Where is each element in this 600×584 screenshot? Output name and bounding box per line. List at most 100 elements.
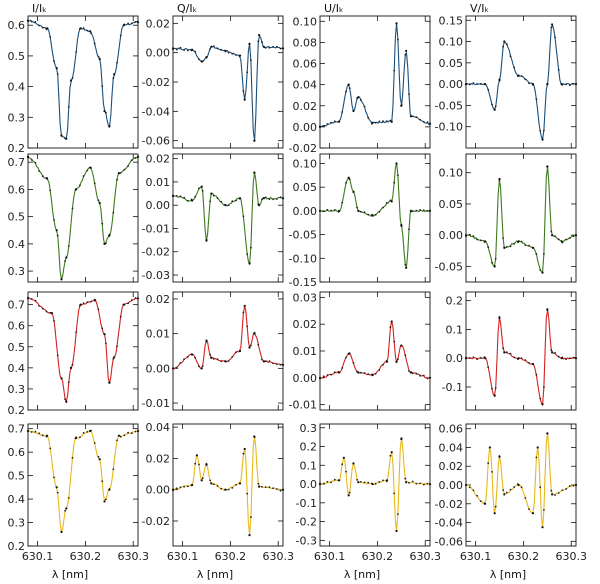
obs-point (34, 430, 37, 433)
data-point (551, 493, 554, 496)
data-point (171, 47, 175, 50)
y-tick-label: 0.10 (293, 15, 318, 28)
obs-point (333, 209, 336, 211)
obs-point (491, 261, 493, 264)
obs-point (209, 479, 212, 482)
obs-point (64, 260, 66, 262)
data-point (357, 96, 360, 99)
obs-point (326, 481, 329, 483)
y-tick-label: 0.01 (146, 328, 171, 341)
obs-point (216, 197, 219, 200)
obs-point (411, 115, 414, 118)
obs-point (363, 211, 366, 214)
obs-point (513, 243, 516, 245)
data-point (409, 371, 412, 374)
data-point (281, 363, 285, 366)
obs-point (472, 82, 475, 84)
obs-point (186, 485, 189, 488)
obs-point (279, 363, 282, 366)
obs-point (524, 78, 527, 81)
y-tick-label: 0.4 (8, 493, 26, 506)
data-point (338, 371, 341, 374)
obs-point (134, 297, 137, 299)
obs-point (127, 431, 129, 434)
obs-point (93, 42, 96, 45)
obs-point (393, 340, 396, 343)
obs-point (183, 49, 186, 51)
series-line (465, 433, 577, 528)
obs-point (179, 46, 182, 49)
panel-frame (319, 15, 431, 149)
data-point (371, 483, 374, 486)
obs-point (123, 434, 126, 437)
series-line (320, 23, 431, 128)
obs-point (71, 364, 74, 366)
data-point (136, 155, 140, 158)
data-point (258, 204, 261, 207)
obs-point (186, 49, 189, 52)
obs-point (250, 344, 252, 347)
obs-point (209, 353, 212, 356)
obs-point (322, 482, 325, 485)
series-line (27, 19, 138, 140)
obs-point (426, 482, 429, 485)
obs-point (539, 397, 542, 400)
obs-point (550, 26, 553, 29)
y-tick-label: -0.10 (435, 121, 463, 134)
obs-point (528, 82, 530, 85)
y-tick-label: 0.05 (293, 181, 318, 194)
data-point (464, 357, 468, 360)
y-tick-label: 0.5 (8, 470, 26, 483)
obs-point (105, 342, 107, 345)
obs-point (322, 125, 325, 127)
y-tick-label: 0.05 (439, 198, 464, 211)
obs-point (330, 481, 332, 484)
y-tick-label: 0.3 (300, 422, 318, 435)
series-line (319, 320, 431, 379)
col-title-i: I/Iₖ (32, 2, 47, 15)
obs-point (487, 88, 490, 91)
data-point (405, 49, 408, 52)
obs-point (374, 121, 377, 124)
y-tick-label: 0.3 (8, 265, 26, 278)
obs-point (345, 356, 347, 359)
y-tick-label: 0.00 (439, 78, 464, 91)
data-point (503, 40, 506, 43)
obs-point (487, 366, 490, 369)
obs-point (341, 367, 344, 369)
obs-point (198, 463, 200, 466)
obs-point (220, 360, 223, 363)
obs-point (127, 22, 129, 25)
panel-frame (172, 15, 284, 149)
data-point (210, 482, 213, 485)
obs-point (261, 198, 263, 201)
y-tick-label: -0.3 (296, 534, 317, 547)
data-point (26, 297, 30, 300)
obs-point (183, 485, 186, 488)
obs-point (426, 121, 429, 124)
obs-point (56, 491, 59, 494)
obs-point (330, 121, 332, 124)
data-point (258, 34, 261, 37)
data-point (531, 83, 535, 86)
y-tick-label: 0.02 (146, 17, 171, 30)
y-tick-label: -0.10 (289, 252, 317, 265)
obs-point (235, 54, 237, 56)
obs-point (93, 442, 96, 444)
data-point (108, 488, 111, 491)
obs-point (231, 356, 234, 358)
obs-point (49, 189, 52, 192)
obs-point (565, 358, 567, 361)
data-point (262, 45, 265, 48)
obs-point (330, 209, 332, 212)
obs-point (426, 377, 429, 380)
obs-point (393, 181, 396, 184)
obs-point (382, 120, 384, 123)
obs-point (231, 53, 234, 55)
obs-point (257, 482, 260, 485)
data-point (385, 360, 389, 363)
obs-point (41, 434, 44, 437)
panel-r2-c0: 0.2 0.3 0.4 0.5 0.6 0.7 (8, 291, 140, 417)
data-point (238, 197, 242, 200)
obs-point (505, 491, 508, 494)
